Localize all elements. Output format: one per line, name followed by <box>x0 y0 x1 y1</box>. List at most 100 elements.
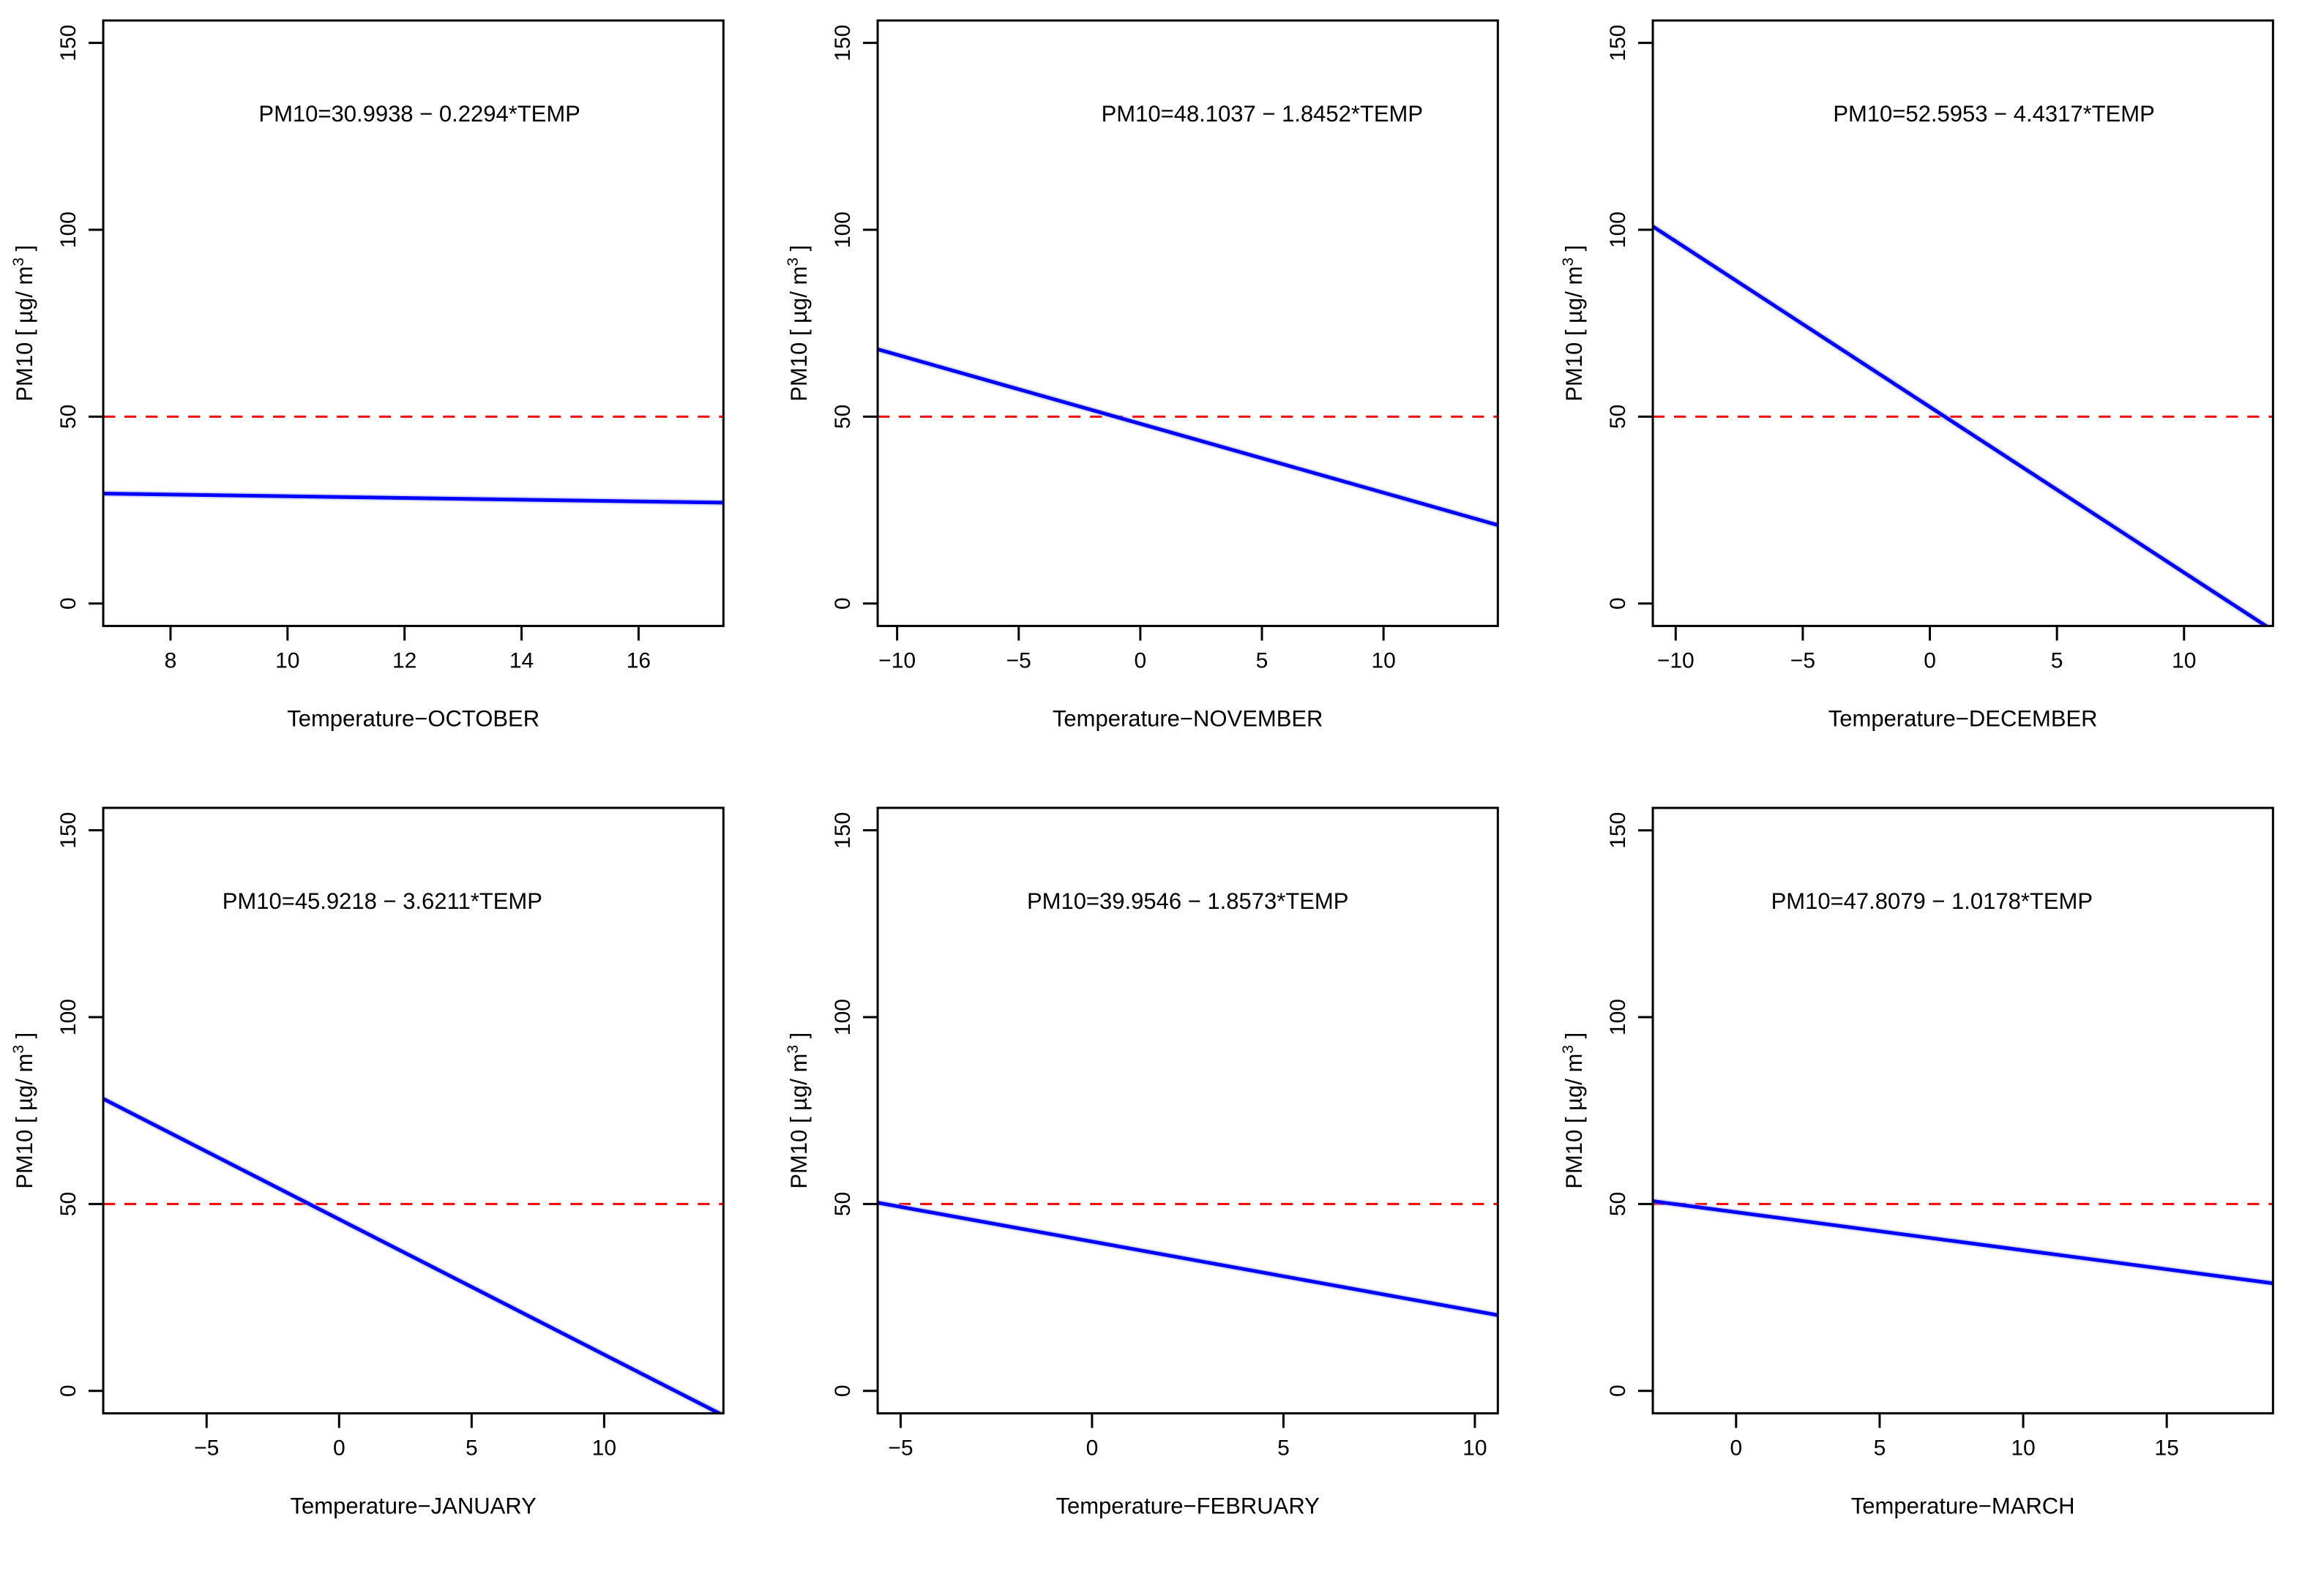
y-tick-label: 0 <box>831 1384 855 1397</box>
y-tick-label: 50 <box>56 405 81 429</box>
x-tick-label: 5 <box>2050 648 2063 672</box>
x-tick-label: 5 <box>1256 648 1269 672</box>
plot-box <box>102 806 725 1414</box>
y-axis-title-superscript: 3 <box>785 258 802 266</box>
y-tick-label: 150 <box>56 25 81 61</box>
y-axis-title-text: PM10 [ µg/ m <box>1561 1053 1587 1188</box>
y-axis-title-text: PM10 [ µg/ m <box>786 266 812 402</box>
y-tick-label: 100 <box>1606 211 1630 248</box>
x-axis-title: Temperature−JANUARY <box>291 1493 537 1518</box>
x-tick-label: −5 <box>1790 648 1815 672</box>
x-tick-label: 12 <box>392 648 416 672</box>
y-axis-title-superscript: 3 <box>10 1044 27 1053</box>
y-axis-title-text: ] <box>12 245 37 258</box>
x-axis-title: Temperature−FEBRUARY <box>1056 1493 1320 1518</box>
x-tick-label: 0 <box>1135 648 1147 672</box>
x-tick-label: 14 <box>509 648 534 672</box>
y-axis-title-text: PM10 [ µg/ m <box>12 266 37 402</box>
x-tick-label: 10 <box>1463 1436 1487 1460</box>
x-tick-label: 10 <box>1372 648 1396 672</box>
y-tick-label: 150 <box>831 25 855 61</box>
x-tick-label: 15 <box>2154 1436 2178 1460</box>
y-tick-label: 50 <box>56 1191 81 1215</box>
regression-line <box>878 1200 1498 1317</box>
y-axis-title: PM10 [ µg/ m3 ] <box>10 245 37 402</box>
y-axis-title: PM10 [ µg/ m3 ] <box>1560 245 1587 402</box>
x-tick-label: 10 <box>275 648 299 672</box>
x-axis-title: Temperature−OCTOBER <box>287 705 539 731</box>
y-axis-title: PM10 [ µg/ m3 ] <box>785 1032 812 1188</box>
plot-box <box>876 19 1500 627</box>
regression-line <box>878 347 1498 528</box>
y-tick-label: 0 <box>56 1384 81 1397</box>
y-tick-label: 0 <box>56 597 81 610</box>
regression-line <box>103 491 724 505</box>
y-tick-label: 150 <box>831 812 855 848</box>
regression-line <box>1652 225 2269 626</box>
panel-february: −5 0 5 10 0 50 100 150 Temperature−FEBRUARY PM10 … <box>774 787 1549 1574</box>
x-tick-label: −5 <box>194 1436 219 1460</box>
chart-november: −10 −5 0 5 10050100150Temperature−NOVEMBERPM… <box>785 19 1500 731</box>
x-tick-label: 0 <box>333 1436 345 1460</box>
equation-label: PM10=45.9218 − 3.6211*TEMP <box>223 888 542 913</box>
x-axis-title: Temperature−MARCH <box>1850 1493 2074 1518</box>
y-tick-label: 100 <box>1606 999 1630 1035</box>
y-axis-title-text: PM10 [ µg/ m <box>786 1053 812 1188</box>
x-tick-label: 5 <box>466 1436 478 1460</box>
y-tick-label: 50 <box>831 405 855 429</box>
panel-october: 8 10 12 14 16 0 50 100 150 Temperature−OCTOBER PM1… <box>0 0 774 787</box>
x-tick-label: 8 <box>165 648 177 672</box>
y-tick-label: 100 <box>831 998 855 1035</box>
y-axis-title: PM10 [ µg/ m3 ] <box>1560 1032 1587 1188</box>
x-tick-label: 0 <box>1086 1436 1099 1460</box>
x-tick-label: −10 <box>879 648 916 672</box>
y-tick-label: 50 <box>1606 1191 1630 1215</box>
panel-march: 0 5 10 15 0 50 100 150 Temperature−MARCH PM10 [ µ… <box>1550 787 2324 1574</box>
y-tick-label: 50 <box>1606 405 1630 429</box>
y-tick-label: 50 <box>831 1191 855 1215</box>
y-axis-title-superscript: 3 <box>1560 1045 1577 1054</box>
y-axis-title: PM10 [ µg/ m3 ] <box>10 1032 37 1188</box>
panel-november: −10 −5 0 5 10 0 50 100 150 Temperature−NOVEMBER PM… <box>774 0 1549 787</box>
equation-label: PM10=48.1037 − 1.8452*TEMP <box>1102 101 1423 127</box>
x-tick-label: 5 <box>1873 1436 1886 1460</box>
x-tick-label: 0 <box>1730 1436 1742 1460</box>
y-axis-title-text: PM10 [ µg/ m <box>1561 266 1587 402</box>
y-axis-title-text: ] <box>1561 245 1587 258</box>
x-tick-label: 16 <box>627 648 651 672</box>
plot-box <box>876 806 1500 1414</box>
x-tick-label: 0 <box>1924 648 1936 672</box>
panel-january: −5 0 5 10 0 50 100 150 Temperature−JANUARY PM10 [… <box>0 787 774 1574</box>
x-tick-label: 10 <box>2172 648 2196 672</box>
plot-box <box>102 19 725 627</box>
x-tick-label: 10 <box>592 1436 616 1460</box>
y-axis-title-superscript: 3 <box>10 258 27 266</box>
y-axis-title-superscript: 3 <box>1560 258 1577 266</box>
regression-line <box>1652 1199 2273 1285</box>
y-tick-label: 100 <box>831 211 855 248</box>
y-tick-label: 100 <box>56 998 81 1035</box>
panel-december: −10 −5 0 5 10 0 50 100 150 Temperature−DECEMBER PM… <box>1550 0 2324 787</box>
y-axis-title: PM10 [ µg/ m3 ] <box>785 245 812 402</box>
x-axis-title: Temperature−NOVEMBER <box>1053 705 1323 731</box>
y-axis-title-text: ] <box>786 245 812 258</box>
x-tick-label: −10 <box>1657 648 1695 672</box>
plot-box <box>1651 806 2274 1414</box>
regression-line <box>103 1096 724 1413</box>
y-axis-title-superscript: 3 <box>785 1044 802 1053</box>
x-tick-label: −5 <box>1006 648 1031 672</box>
x-tick-label: 10 <box>2011 1436 2035 1460</box>
chart-december: −10 −5 0 5 10050100150Temperature−DECEMBERPM… <box>1560 19 2274 731</box>
chart-february: −5 0 5 10050100150Temperature−FEBRUARYPM10 … <box>785 806 1500 1518</box>
y-tick-label: 0 <box>1606 1384 1630 1397</box>
y-axis-title-text: PM10 [ µg/ m <box>12 1053 37 1188</box>
y-tick-label: 0 <box>1606 597 1630 610</box>
equation-label: PM10=30.9938 − 0.2294*TEMP <box>258 101 580 127</box>
y-axis-title-text: ] <box>1561 1032 1587 1044</box>
y-tick-label: 150 <box>56 812 81 848</box>
x-axis-title: Temperature−DECEMBER <box>1828 705 2097 731</box>
y-tick-label: 0 <box>831 597 855 610</box>
